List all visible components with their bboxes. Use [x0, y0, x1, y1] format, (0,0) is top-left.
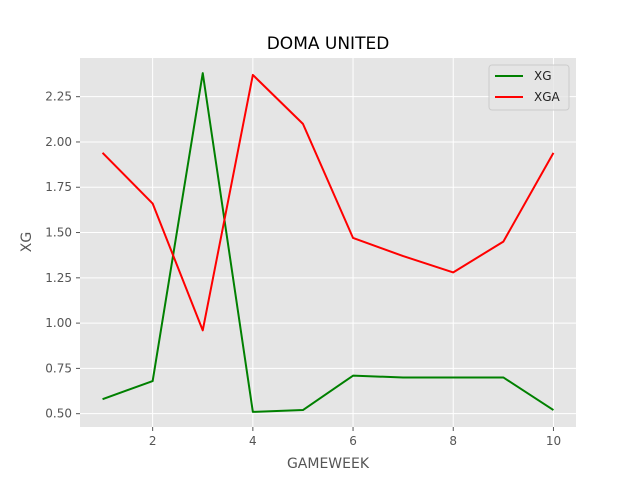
axis-ticks: 2 4 6 8 10 0.50 0.75 1.00 1.25 1.50 1.75 2.00 2.25 — [45, 90, 561, 448]
series-line-xga — [101, 73, 555, 332]
x-tick-label: 2 — [149, 434, 157, 448]
legend-label: XG — [534, 69, 552, 83]
y-tick-label: 1.75 — [45, 180, 72, 194]
legend-label: XGA — [534, 90, 561, 104]
y-tick-label: 0.50 — [45, 407, 72, 421]
x-tick-label: 4 — [249, 434, 257, 448]
y-tick-label: 1.50 — [45, 226, 72, 240]
y-tick-label: 2.25 — [45, 90, 72, 104]
y-tick-label: 1.00 — [45, 316, 72, 330]
y-tick-label: 1.25 — [45, 271, 72, 285]
x-tick-label: 6 — [349, 434, 357, 448]
series-line-xg — [102, 72, 554, 413]
chart-title: DOMA UNITED — [267, 34, 390, 54]
plot-area — [80, 58, 576, 427]
x-tick-label: 8 — [449, 434, 457, 448]
y-tick-label: 0.75 — [45, 361, 72, 375]
y-axis-label: XG — [19, 232, 35, 252]
y-tick-label: 2.00 — [45, 135, 72, 149]
x-axis-label: GAMEWEEK — [287, 456, 370, 472]
series-lines — [101, 72, 555, 413]
x-tick-label: 10 — [546, 434, 561, 448]
legend: XG XGA — [488, 64, 570, 111]
